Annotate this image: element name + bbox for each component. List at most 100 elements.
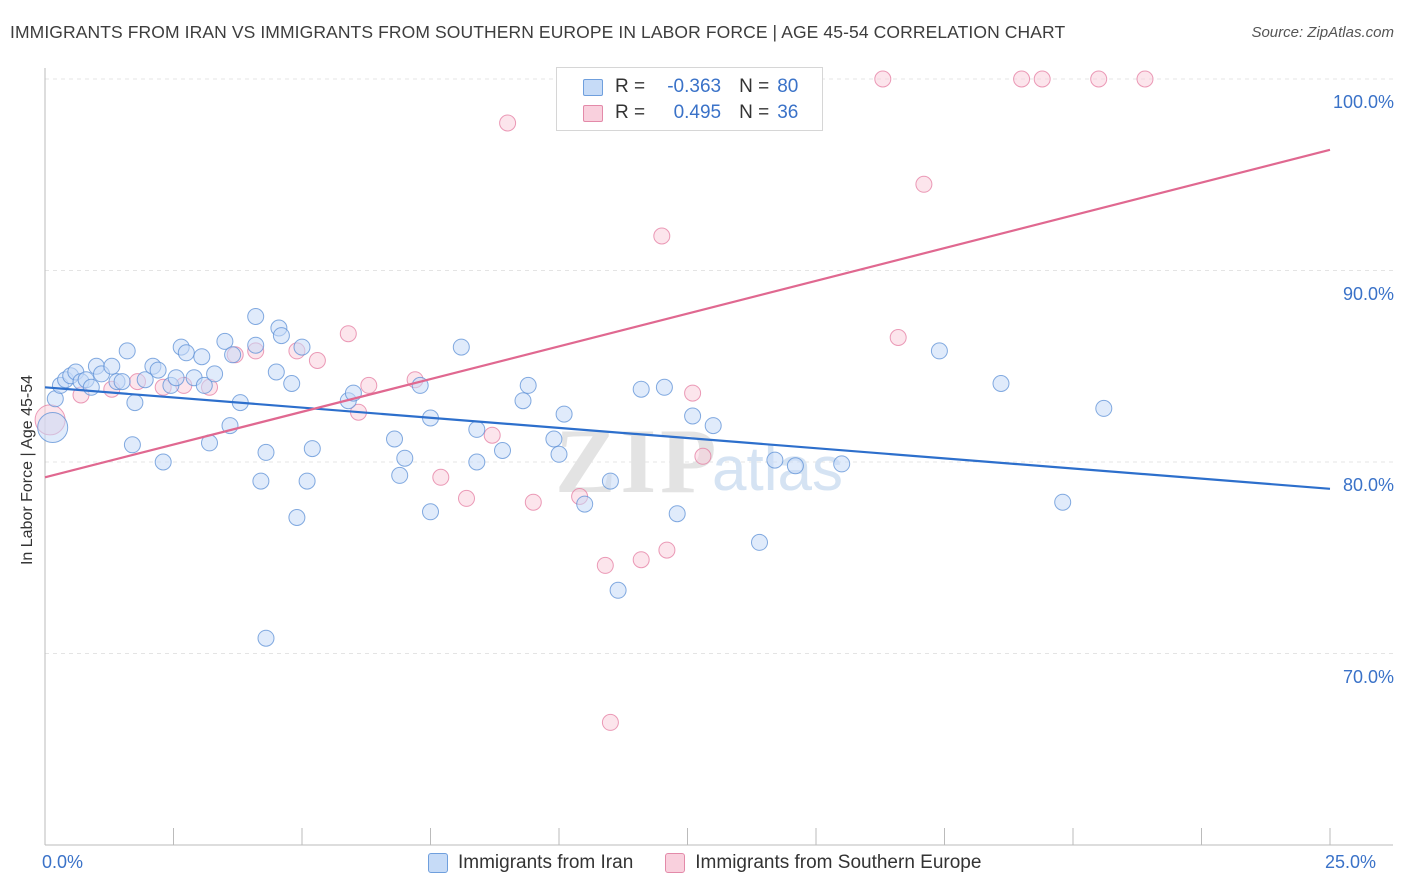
iran-point [422,503,439,521]
southern-europe-point [601,713,619,731]
source-label: Source: ZipAtlas.com [1251,24,1394,41]
southern-europe-point [1033,70,1051,88]
x-tick-label-min: 0.0% [42,852,84,872]
iran-point [833,455,851,473]
iran-point [257,443,275,461]
southern-europe-point [360,376,378,394]
iran-point [247,336,265,354]
legend-label-iran: Immigrants from Iran [458,852,634,873]
legend-swatch-iran [428,853,448,873]
iran-point [494,442,511,459]
southern-europe-point [499,114,517,132]
iran-point [298,472,316,490]
series-legend: Immigrants from Iran Immigrants from Sou… [428,852,1013,874]
southern-europe-point [653,227,671,245]
iran-point [468,453,486,471]
iran-point [154,453,172,471]
iran-point [303,440,321,458]
y-tick-label: 90.0% [1342,283,1394,304]
watermark-atlas: atlas [712,435,843,504]
legend-n-value: 36 [777,102,799,123]
iran-point [609,581,627,599]
legend-n-label: N = [739,76,770,97]
iran-point [545,430,563,448]
legend-r-value: -0.363 [667,76,722,97]
trend-lines [44,148,1331,490]
legend-item-iran[interactable]: Immigrants from Iran [428,852,633,874]
iran-point [684,407,702,425]
iran-point [930,342,948,360]
y-tick-label: 70.0% [1342,666,1394,687]
legend-row-iran: R = -0.363 N = 80 [583,75,798,99]
data-points [34,70,1154,731]
southern-europe-point [1090,70,1108,88]
southern-europe-point [889,329,907,346]
iran-point [632,380,650,398]
iran-point [519,376,537,394]
southern-europe-point [684,384,702,402]
iran-point [786,457,804,475]
iran-point [1095,399,1113,417]
iran-point [283,375,301,392]
iran-point [195,376,213,394]
southern-europe-point [1013,70,1031,88]
y-tick-label: 100.0% [1332,92,1394,112]
iran-point [267,363,285,381]
southern-europe-point [524,493,542,511]
iran-point [247,308,265,325]
iran-point [576,495,594,513]
iran-point [288,509,306,526]
iran-point [391,466,409,484]
iran-point [113,373,131,391]
southern-europe-point [432,468,450,486]
southern-europe-trend-line [44,148,1331,479]
iran-point [293,338,311,356]
watermark: ZIP atlas [555,410,843,512]
iran-point [82,378,100,396]
southern-europe-point [339,325,357,343]
iran-point [272,327,290,345]
iran-point [751,533,768,551]
iran-point [224,346,242,364]
southern-europe-point [632,551,650,569]
iran-point [1054,493,1072,511]
southern-europe-point [658,541,676,559]
iran-point [149,361,167,379]
southern-europe-point [694,447,712,465]
iran-point [386,430,403,448]
iran-point [193,348,211,366]
legend-label-southern-europe: Immigrants from Southern Europe [695,852,982,873]
legend-swatch-iran [583,78,603,96]
axes [44,68,1393,846]
southern-europe-point [483,426,501,444]
stats-legend: R = -0.363 N = 80 R = 0.495 N = 36 [556,67,823,131]
legend-row-southern-europe: R = 0.495 N = 36 [583,101,798,125]
iran-point [177,344,195,362]
iran-point [468,420,486,438]
iran-point [668,505,686,523]
legend-n-value: 80 [777,76,799,97]
iran-point [452,338,470,356]
legend-swatch-southern-europe [583,104,603,122]
southern-europe-point [1136,70,1154,88]
iran-point [555,405,573,423]
iran-point [704,417,722,435]
legend-item-southern-europe[interactable]: Immigrants from Southern Europe [665,852,981,874]
iran-point [123,436,141,454]
legend-n-label: N = [739,102,770,123]
legend-swatch-southern-europe [665,853,686,873]
legend-r-label: R = [615,76,646,97]
iran-point [992,375,1010,392]
iran-point [396,449,414,467]
southern-europe-point [915,175,933,193]
y-tick-label: 80.0% [1342,475,1394,495]
southern-europe-point [874,70,892,88]
iran-point [37,412,69,443]
iran-point [136,371,154,389]
iran-point [514,392,532,410]
iran-point [252,472,270,490]
iran-point [126,394,144,412]
southern-europe-point [308,352,326,369]
iran-point [766,451,784,469]
